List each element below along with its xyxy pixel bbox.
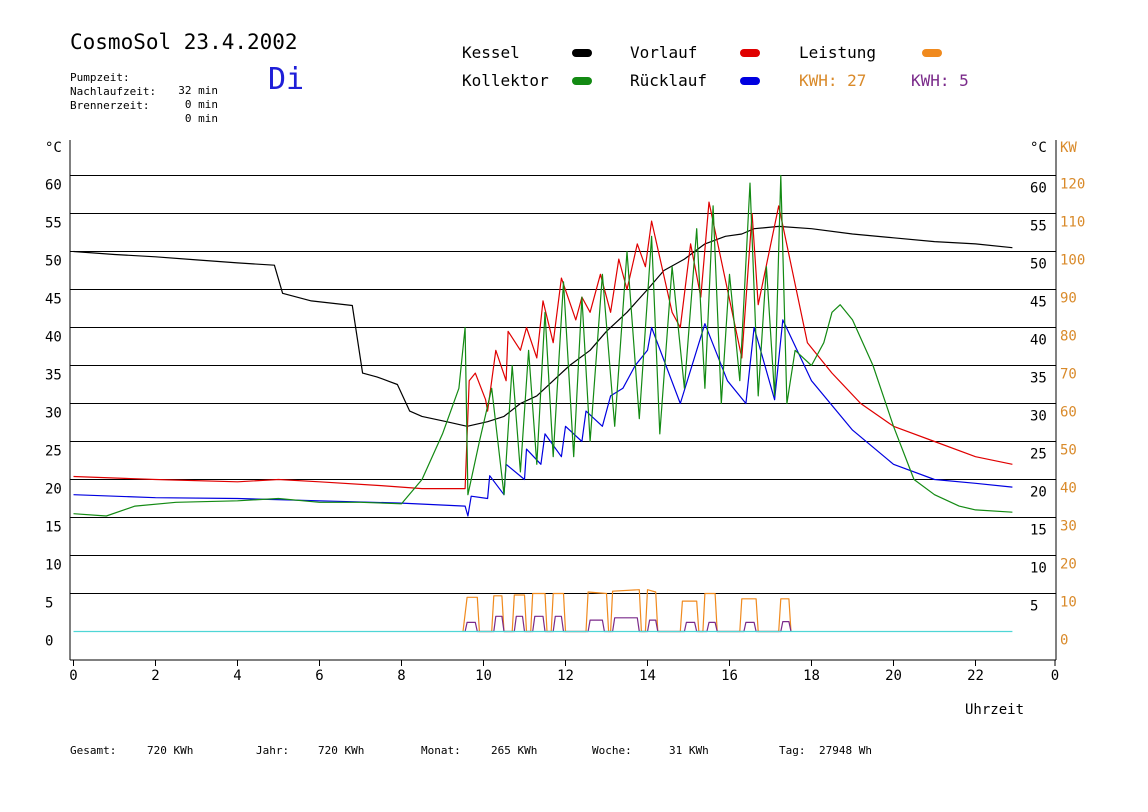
info-label: Pumpzeit:	[70, 71, 130, 84]
y-tick-label-right: 35	[1030, 371, 1047, 387]
x-axis-label: Uhrzeit	[965, 702, 1024, 718]
series-line-kollektor	[73, 174, 1013, 517]
x-tick-label: 6	[315, 668, 323, 684]
legend-swatch-ruecklauf	[740, 77, 760, 85]
y-tick-label-left: 40	[45, 330, 62, 346]
y-tick-label-kw: 70	[1060, 367, 1077, 383]
info-row-brennerzeit: Brennerzeit: 0 min	[70, 86, 220, 125]
y-tick-label-left: 5	[45, 596, 53, 612]
y-tick-label-kw: 50	[1060, 443, 1077, 459]
x-tick-label: 0	[69, 668, 77, 684]
y-tick-label-left: 10	[45, 558, 62, 574]
info-row-pumpzeit: Pumpzeit: 32 min	[70, 58, 220, 97]
y-tick-label-right: 25	[1030, 447, 1047, 463]
x-tick-label: 20	[885, 668, 902, 684]
y-tick-label-right: 20	[1030, 485, 1047, 501]
y-tick-label-kw: 100	[1060, 253, 1085, 269]
y-axis-unit-left: °C	[45, 140, 62, 156]
info-value: 0 min	[184, 112, 218, 125]
series-line-leistung-r-cklauf	[464, 615, 792, 633]
y-tick-label-left: 0	[45, 634, 53, 650]
y-tick-label-left: 15	[45, 520, 62, 536]
kwh-ruecklauf: KWH: 5	[911, 71, 969, 90]
footer-tag-label: Tag:	[779, 744, 806, 757]
y-tick-label-right: 15	[1030, 523, 1047, 539]
y-tick-label-left: 20	[45, 482, 62, 498]
y-tick-label-kw: 60	[1060, 405, 1077, 421]
legend-swatch-vorlauf	[740, 49, 760, 57]
y-tick-label-kw: 80	[1060, 329, 1077, 345]
y-tick-label-right: 50	[1030, 257, 1047, 273]
footer-tag-value: 27948 Wh	[819, 744, 872, 757]
info-value: 32 min	[178, 84, 218, 97]
x-tick-label: 4	[233, 668, 241, 684]
footer-monat-label: Monat:	[421, 744, 461, 757]
legend-label-vorlauf: Vorlauf	[630, 43, 698, 62]
x-tick-label: 16	[721, 668, 738, 684]
y-tick-label-kw: 20	[1060, 557, 1077, 573]
y-tick-label-kw: 10	[1060, 595, 1077, 611]
y-axis-unit-kw: KW	[1060, 140, 1077, 156]
y-tick-label-left: 25	[45, 444, 62, 460]
legend-swatch-leistung	[922, 49, 942, 57]
series-line-leistung	[462, 589, 792, 633]
info-label: Brennerzeit:	[70, 99, 150, 112]
y-tick-label-right: 45	[1030, 295, 1047, 311]
info-label: Nachlaufzeit:	[70, 85, 157, 98]
footer-jahr-value: 720 KWh	[318, 744, 365, 757]
x-tick-label: 10	[475, 668, 492, 684]
y-tick-label-left: 30	[45, 406, 62, 422]
y-tick-label-right: 60	[1030, 181, 1047, 197]
info-row-nachlaufzeit: Nachlaufzeit: 0 min	[70, 72, 220, 111]
y-tick-label-right: 30	[1030, 409, 1047, 425]
kwh-leistung: KWH: 27	[799, 71, 867, 90]
info-value: 0 min	[184, 98, 218, 111]
x-tick-label: 14	[639, 668, 656, 684]
y-tick-label-kw: 30	[1060, 519, 1077, 535]
x-tick-label: 18	[803, 668, 820, 684]
y-tick-label-kw: 0	[1060, 633, 1068, 649]
series-line-r-cklauf	[73, 319, 1013, 517]
series-line-kessel	[73, 225, 1013, 427]
legend-label-ruecklauf: Rücklauf	[630, 71, 708, 90]
legend-swatch-kessel	[572, 49, 592, 57]
info-block: Pumpzeit: 32 min Nachlaufzeit: 0 min Bre…	[70, 58, 220, 125]
x-tick-label: 12	[557, 668, 574, 684]
chart-title: CosmoSol 23.4.2002	[70, 30, 298, 54]
x-tick-label: 8	[397, 668, 405, 684]
y-tick-label-right: 40	[1030, 333, 1047, 349]
footer-monat-value: 265 KWh	[491, 744, 538, 757]
y-tick-label-right: 5	[1030, 599, 1038, 615]
x-tick-label: 22	[967, 668, 984, 684]
y-tick-label-left: 35	[45, 368, 62, 384]
footer-jahr-label: Jahr:	[256, 744, 290, 757]
y-tick-label-right: 10	[1030, 561, 1047, 577]
footer-woche-value: 31 KWh	[669, 744, 709, 757]
y-tick-label-left: 60	[45, 178, 62, 194]
legend-label-leistung: Leistung	[799, 43, 877, 62]
footer-gesamt-label: Gesamt:	[70, 744, 117, 757]
legend-swatch-kollektor	[572, 77, 592, 85]
legend-label-kessel: Kessel	[462, 43, 520, 62]
y-tick-label-left: 55	[45, 216, 62, 232]
y-tick-label-kw: 90	[1060, 291, 1077, 307]
y-axis-unit-right: °C	[1030, 140, 1047, 156]
day-name: Di	[268, 62, 305, 97]
x-tick-label: 2	[151, 668, 159, 684]
y-tick-label-left: 45	[45, 292, 62, 308]
y-tick-label-kw: 40	[1060, 481, 1077, 497]
y-tick-label-kw: 110	[1060, 215, 1085, 231]
y-tick-label-left: 50	[45, 254, 62, 270]
x-tick-label: 0	[1051, 668, 1059, 684]
legend-label-kollektor: Kollektor	[462, 71, 549, 90]
y-tick-label-kw: 120	[1060, 177, 1085, 193]
y-tick-label-right: 55	[1030, 219, 1047, 235]
footer-gesamt-value: 720 KWh	[147, 744, 194, 757]
series-line-vorlauf	[73, 201, 1013, 490]
footer-woche-label: Woche:	[592, 744, 632, 757]
